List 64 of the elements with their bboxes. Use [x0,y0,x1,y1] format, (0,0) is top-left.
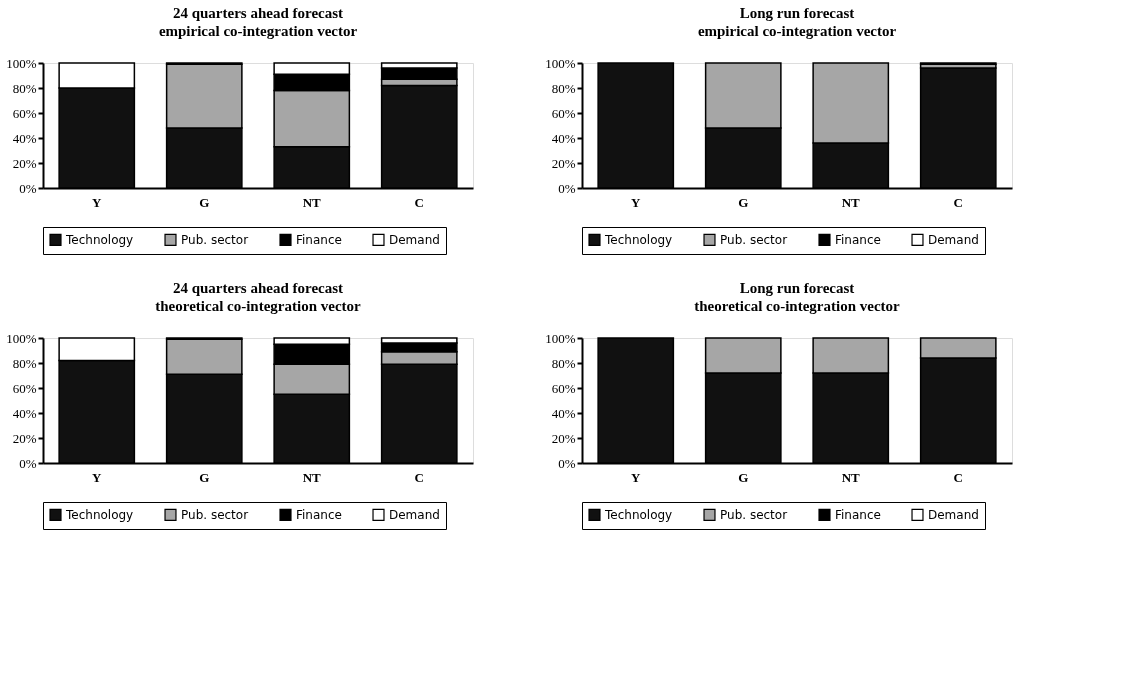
y-tick-label: 60% [12,380,37,396]
y-tick-label: 80% [551,80,576,96]
y-tick-label: 20% [12,155,37,171]
y-tick-label: 0% [558,180,576,196]
y-tick-label: 80% [12,355,37,371]
y-tick-label: 0% [558,455,576,471]
legend-label: Pub. sector [720,507,788,522]
y-tick-label: 100% [6,55,37,71]
x-tick-label: Y [631,469,642,485]
chart-title: Long run forecast [739,280,855,296]
x-tick-label: C [953,194,963,210]
y-tick-label: 60% [551,105,576,121]
legend-label: Technology [604,232,673,247]
chart-title: 24 quarters ahead forecast [172,5,344,21]
y-tick-label: 100% [6,330,37,346]
y-tick-label: 40% [12,405,37,421]
y-tick-label: 20% [551,430,576,446]
legend-label: Finance [296,232,342,247]
x-tick-label: Y [92,469,103,485]
y-tick-label: 60% [12,105,37,121]
y-tick-label: 80% [551,355,576,371]
x-tick-label: G [738,194,749,210]
legend-label: Demand [928,507,979,522]
chart-subtitle: theoretical co-integration vector [694,298,901,314]
x-tick-label: Y [631,194,642,210]
x-tick-label: G [199,469,210,485]
y-tick-label: 40% [551,130,576,146]
chart-title: 24 quarters ahead forecast [172,280,344,296]
x-tick-label: C [414,469,424,485]
y-tick-label: 100% [545,330,576,346]
x-tick-label: NT [302,469,322,485]
y-tick-label: 20% [12,430,37,446]
x-tick-label: NT [841,469,861,485]
legend-label: Technology [604,507,673,522]
x-tick-label: G [199,194,210,210]
y-tick-label: 80% [12,80,37,96]
chart-subtitle: theoretical co-integration vector [155,298,362,314]
y-tick-label: 40% [551,405,576,421]
x-tick-label: C [953,469,963,485]
legend-label: Technology [65,232,134,247]
y-tick-label: 100% [545,55,576,71]
y-tick-label: 60% [551,380,576,396]
legend-label: Pub. sector [181,232,249,247]
legend-label: Pub. sector [720,232,788,247]
legend-label: Finance [835,507,881,522]
legend-label: Technology [65,507,134,522]
legend-label: Pub. sector [181,507,249,522]
x-tick-label: G [738,469,749,485]
x-tick-label: Y [92,194,103,210]
x-tick-label: NT [302,194,322,210]
legend-label: Demand [928,232,979,247]
legend-label: Finance [835,232,881,247]
x-tick-label: NT [841,194,861,210]
legend-label: Finance [296,507,342,522]
legend-label: Demand [389,507,440,522]
chart-subtitle: empirical co-integration vector [158,23,358,39]
y-tick-label: 20% [551,155,576,171]
chart-title: Long run forecast [739,5,855,21]
y-tick-label: 0% [19,455,37,471]
x-tick-label: C [414,194,424,210]
y-tick-label: 0% [19,180,37,196]
legend-label: Demand [389,232,440,247]
chart-subtitle: empirical co-integration vector [697,23,897,39]
y-tick-label: 40% [12,130,37,146]
